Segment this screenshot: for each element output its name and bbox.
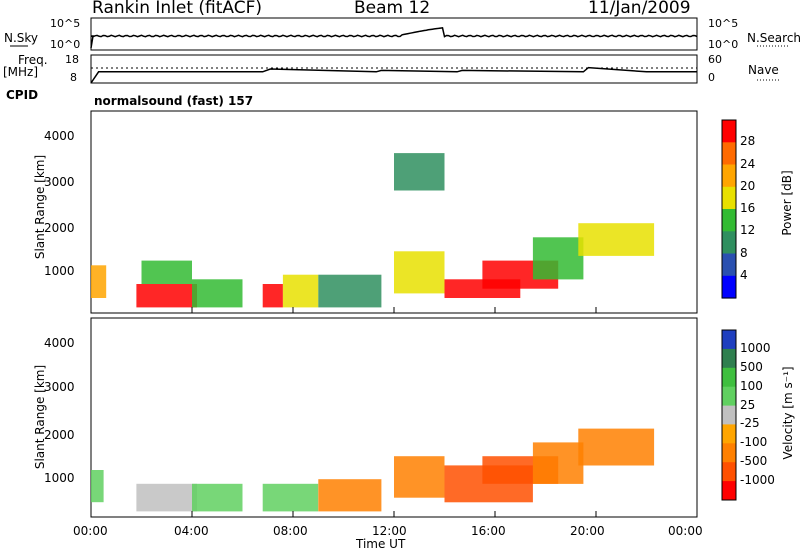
nave-tick-top: 60 <box>708 53 722 66</box>
power-ytick: 1000 <box>44 264 75 278</box>
xaxis-label: Time UT <box>356 537 406 551</box>
nave-label: Nave <box>748 63 779 77</box>
velocity-region <box>91 470 104 503</box>
velocity-region <box>394 456 445 498</box>
nsky-panel-frame <box>90 17 698 51</box>
velocity-ytick: 1000 <box>44 471 75 485</box>
power-colorbar-cell <box>722 253 736 277</box>
xtick: 00:00 <box>73 524 108 538</box>
nsearch-tick-top: 10^5 <box>708 17 739 30</box>
velocity-scale-tick: 500 <box>740 360 763 374</box>
power-scale-tick: 16 <box>740 201 756 215</box>
power-scale-tick: 8 <box>740 246 748 260</box>
freq-panel-frame <box>90 54 698 84</box>
velocity-region <box>318 479 382 512</box>
nsky-tick-top: 10^5 <box>50 17 81 30</box>
freq-tick-top: 18 <box>65 53 79 66</box>
velocity-region <box>136 483 197 512</box>
power-colorbar-cell <box>722 120 736 143</box>
velocity-region <box>192 483 243 512</box>
nave-tick-bottom: 0 <box>708 71 715 84</box>
beam-title: Beam 12 <box>354 0 431 18</box>
velocity-region <box>532 442 584 484</box>
freq-unit: [MHz] <box>3 65 39 79</box>
xtick: 08:00 <box>273 524 308 538</box>
velocity-region <box>578 428 655 466</box>
power-scale-tick: 28 <box>740 134 756 148</box>
power-region <box>532 237 584 280</box>
nsearch-label: N.Search <box>747 31 800 45</box>
power-scale-tick: 24 <box>740 157 756 171</box>
velocity-ytick: 2000 <box>44 428 75 442</box>
velocity-colorbar-cell <box>722 481 736 501</box>
velocity-scale-tick: -1000 <box>740 473 775 487</box>
velocity-colorbar-cell <box>722 367 736 388</box>
power-colorbar-cell <box>722 164 736 188</box>
nsky-label: N.Sky <box>4 31 39 45</box>
velocity-colorbar-cell <box>722 443 736 463</box>
freq-series <box>90 66 697 84</box>
velocity-region <box>262 483 319 512</box>
power-scale-tick: 4 <box>740 268 748 282</box>
xtick: 04:00 <box>174 524 209 538</box>
power-region <box>394 251 445 294</box>
power-region <box>141 260 192 284</box>
xtick: 00:00 <box>668 524 703 538</box>
power-ytick: 3000 <box>44 175 75 189</box>
power-region <box>192 279 243 308</box>
velocity-colorbar-cell <box>722 462 736 482</box>
xtick: 16:00 <box>471 524 506 538</box>
nsky-series <box>90 26 698 49</box>
velocity-colorbar-cell <box>722 405 736 425</box>
power-colorbar-cell <box>722 209 736 232</box>
velocity-colorbar-cell <box>722 424 736 444</box>
velocity-colorbar-cell <box>722 386 736 407</box>
velocity-colorbar-cell-frame <box>721 329 737 501</box>
station-title: Rankin Inlet (fitACF) <box>92 0 263 18</box>
velocity-scale-tick: 25 <box>740 398 756 412</box>
power-colorbar-cell <box>722 186 736 210</box>
power-colorbar-cell-frame <box>721 119 737 299</box>
velocity-scale-tick: 1000 <box>740 341 771 355</box>
xtick: 12:00 <box>372 524 407 538</box>
velocity-ytick: 3000 <box>44 380 75 394</box>
nsearch-tick-bottom: 10^0 <box>708 38 739 51</box>
velocity-scale-tick: -25 <box>740 416 760 430</box>
freq-tick-bottom: 8 <box>70 71 77 84</box>
power-region <box>91 265 107 298</box>
velocity-scale-tick: -500 <box>740 454 768 468</box>
freq-label: Freq. <box>18 53 48 67</box>
velocity-colorbar-cell <box>722 348 736 369</box>
power-region <box>318 274 382 308</box>
velocity-ytick: 4000 <box>44 336 75 350</box>
power-region <box>282 274 319 308</box>
power-ytick: 4000 <box>44 129 75 143</box>
power-colorbar-cell <box>722 142 736 166</box>
power-scale-tick: 20 <box>740 179 756 193</box>
power-ytick: 2000 <box>44 221 75 235</box>
power-region <box>578 223 655 256</box>
cpid-label: CPID <box>6 88 39 102</box>
power-colorbar-cell <box>722 275 736 299</box>
date-title: 11/Jan/2009 <box>588 0 691 18</box>
cpid-value: normalsound (fast) 157 <box>94 94 254 108</box>
power-region <box>394 153 445 191</box>
power-region <box>262 284 283 308</box>
power-colorbar-cell <box>722 231 736 255</box>
nsky-tick-bottom: 10^0 <box>50 38 81 51</box>
velocity-scale-tick: -100 <box>740 435 768 449</box>
xtick: 20:00 <box>570 524 605 538</box>
power-region <box>136 284 197 308</box>
power-scale-tick: 12 <box>740 223 756 237</box>
velocity-colorbar-cell <box>722 330 736 350</box>
velocity-scale-tick: 100 <box>740 379 763 393</box>
